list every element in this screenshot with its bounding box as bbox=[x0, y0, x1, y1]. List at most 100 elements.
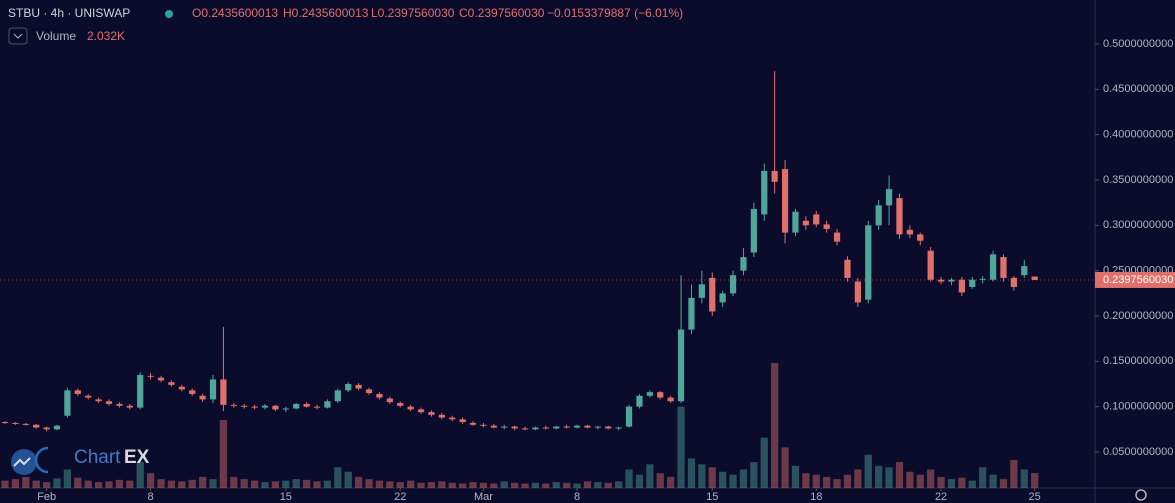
symbol: STBU · 4h · UNISWAP bbox=[8, 6, 130, 20]
volume-bar bbox=[854, 469, 862, 488]
volume-bar bbox=[302, 479, 311, 488]
collapse-button[interactable] bbox=[8, 27, 28, 45]
volume-bar bbox=[760, 437, 768, 488]
candle-body bbox=[105, 401, 113, 404]
volume-bar bbox=[386, 481, 394, 488]
ohlc-high: H0.2435600013 bbox=[283, 6, 369, 20]
candle-body bbox=[407, 406, 414, 410]
volume-bar bbox=[916, 474, 924, 488]
y-tick-label: 0.5000000000 bbox=[1103, 38, 1173, 50]
volume-bar bbox=[625, 469, 633, 488]
candle-body bbox=[230, 404, 237, 406]
candle-body bbox=[324, 401, 331, 408]
volume-bar bbox=[209, 479, 217, 488]
volume-bar bbox=[427, 482, 436, 488]
candle-body bbox=[220, 379, 227, 405]
candle-body bbox=[813, 214, 820, 225]
volume-bar bbox=[53, 478, 61, 488]
candle-body bbox=[532, 427, 539, 430]
volume-bar bbox=[906, 471, 914, 488]
volume-bar bbox=[542, 483, 550, 488]
candle-body bbox=[688, 297, 695, 330]
candle-body bbox=[729, 275, 737, 294]
logo-arc bbox=[34, 446, 49, 474]
candle-body bbox=[667, 397, 674, 402]
candle-body bbox=[646, 392, 653, 396]
candle-body bbox=[251, 406, 258, 408]
candle-body bbox=[563, 426, 570, 428]
candle-body bbox=[157, 377, 165, 381]
volume-bar bbox=[261, 482, 269, 488]
watermark: Chart EX bbox=[11, 446, 150, 475]
volume-bar bbox=[979, 467, 987, 488]
candle-body bbox=[823, 224, 830, 229]
volume-bar bbox=[230, 476, 238, 488]
candle-body bbox=[386, 398, 393, 403]
volume-bar bbox=[750, 462, 758, 488]
change: −0.0153379887 (−6.01%) bbox=[547, 6, 683, 20]
volume-bar bbox=[885, 467, 893, 488]
candle-body bbox=[605, 426, 612, 429]
settings-icon[interactable] bbox=[1135, 489, 1147, 501]
logo-mark bbox=[13, 457, 31, 467]
candle-body bbox=[625, 406, 633, 427]
candle-body bbox=[885, 189, 893, 206]
candle-body bbox=[521, 428, 529, 430]
volume-bar bbox=[677, 406, 685, 488]
candle-body bbox=[116, 403, 123, 406]
gear[interactable] bbox=[1135, 489, 1147, 501]
candle-body bbox=[958, 279, 965, 293]
volume-bar bbox=[396, 482, 404, 488]
volume-bar bbox=[219, 419, 228, 488]
candle-body bbox=[85, 395, 92, 398]
candle-body bbox=[542, 427, 549, 429]
volume-bar bbox=[521, 483, 529, 488]
volume-bar bbox=[1020, 469, 1028, 488]
last-price-box bbox=[1095, 271, 1175, 288]
candle-body bbox=[33, 424, 40, 428]
x-tick-label: 15 bbox=[706, 491, 718, 503]
volume-bar bbox=[667, 476, 675, 488]
candle-body bbox=[137, 374, 144, 408]
volume-bar bbox=[583, 481, 592, 488]
volume-bar bbox=[843, 474, 852, 488]
candle-body bbox=[178, 386, 185, 390]
volume-bar bbox=[729, 474, 737, 488]
volume-bar bbox=[510, 482, 519, 488]
candle-body bbox=[677, 329, 685, 402]
volume-bar bbox=[479, 482, 488, 488]
volume-bar bbox=[739, 469, 748, 488]
candle-body bbox=[293, 403, 300, 409]
candle-body bbox=[906, 229, 913, 235]
volume-bar bbox=[94, 482, 103, 488]
volume-bar bbox=[11, 479, 20, 488]
candle-body bbox=[511, 426, 518, 429]
status-dot bbox=[165, 10, 173, 18]
volume-bar bbox=[178, 481, 186, 488]
volume-bar bbox=[958, 477, 966, 488]
y-tick-label: 0.4500000000 bbox=[1103, 83, 1173, 95]
candle-body bbox=[147, 375, 154, 377]
volume-bar bbox=[188, 479, 196, 488]
candle-body bbox=[937, 279, 945, 282]
y-tick-label: 0.4000000000 bbox=[1103, 129, 1173, 141]
volume-bar bbox=[115, 479, 124, 488]
volume-bar bbox=[708, 467, 716, 488]
candle-body bbox=[615, 427, 622, 429]
candle-body bbox=[43, 427, 50, 430]
volume-bar bbox=[313, 481, 321, 488]
x-tick-label: 18 bbox=[810, 491, 822, 503]
volume-bar bbox=[937, 476, 945, 488]
candle-body bbox=[896, 198, 903, 235]
candle-body bbox=[126, 405, 133, 408]
candle-body bbox=[573, 425, 581, 428]
candle-body bbox=[875, 205, 882, 226]
volume-bar bbox=[802, 473, 810, 488]
volume-bar bbox=[365, 479, 373, 488]
volume-bar bbox=[698, 464, 706, 488]
volume-bar bbox=[250, 480, 259, 488]
volume-bar bbox=[989, 474, 997, 488]
x-tick-label: 22 bbox=[394, 491, 406, 503]
